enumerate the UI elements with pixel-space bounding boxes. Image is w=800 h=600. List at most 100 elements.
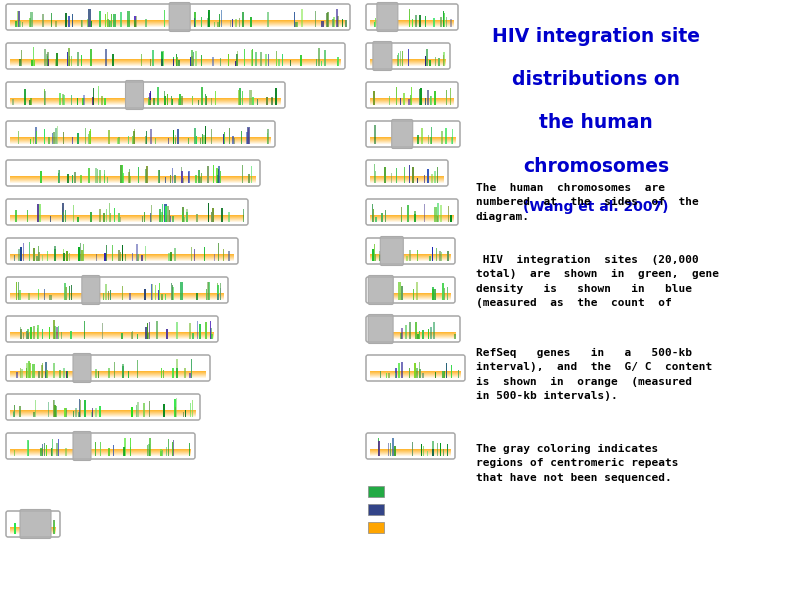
Bar: [370, 258, 451, 259]
Bar: [424, 205, 425, 222]
Bar: [46, 370, 48, 378]
FancyBboxPatch shape: [366, 199, 458, 225]
Bar: [198, 170, 200, 183]
Bar: [10, 336, 214, 337]
FancyBboxPatch shape: [6, 433, 195, 459]
Bar: [368, 486, 384, 497]
Bar: [370, 27, 454, 28]
Bar: [434, 322, 435, 339]
Bar: [388, 443, 389, 456]
Bar: [30, 98, 32, 105]
Bar: [370, 183, 444, 184]
Bar: [370, 215, 454, 216]
Bar: [54, 406, 55, 417]
Bar: [172, 442, 173, 456]
Bar: [370, 453, 451, 454]
Bar: [110, 290, 111, 300]
Bar: [324, 50, 326, 66]
Bar: [398, 53, 399, 66]
Bar: [228, 212, 230, 222]
Bar: [159, 209, 161, 222]
Bar: [370, 142, 456, 143]
Bar: [26, 440, 29, 456]
Bar: [244, 49, 245, 66]
Bar: [13, 411, 14, 417]
Bar: [150, 284, 152, 300]
Bar: [290, 60, 291, 66]
FancyBboxPatch shape: [6, 82, 285, 108]
FancyBboxPatch shape: [170, 2, 190, 31]
Bar: [194, 12, 196, 27]
Bar: [370, 103, 454, 104]
FancyBboxPatch shape: [20, 509, 51, 539]
Bar: [138, 403, 139, 417]
Bar: [195, 136, 197, 144]
Bar: [236, 55, 238, 66]
Bar: [413, 289, 414, 300]
Bar: [149, 100, 150, 105]
Bar: [10, 220, 244, 221]
Bar: [10, 98, 281, 99]
Bar: [166, 94, 168, 105]
Bar: [20, 327, 22, 339]
Bar: [42, 445, 43, 456]
Bar: [101, 96, 103, 105]
Bar: [251, 50, 252, 66]
Bar: [370, 217, 454, 218]
Bar: [150, 212, 151, 222]
Bar: [318, 48, 320, 66]
Bar: [378, 251, 381, 261]
Bar: [66, 287, 67, 300]
Bar: [10, 178, 256, 179]
Bar: [102, 323, 103, 339]
Bar: [370, 337, 456, 338]
Bar: [400, 51, 402, 66]
Bar: [228, 54, 230, 66]
Bar: [107, 19, 109, 27]
Bar: [386, 373, 387, 378]
FancyBboxPatch shape: [73, 431, 91, 461]
Bar: [431, 173, 433, 183]
Bar: [370, 372, 461, 373]
FancyBboxPatch shape: [373, 41, 392, 70]
Bar: [10, 450, 191, 451]
Bar: [370, 60, 446, 61]
Bar: [370, 300, 451, 301]
Bar: [58, 94, 61, 105]
Bar: [332, 19, 334, 27]
Bar: [50, 13, 51, 27]
Bar: [50, 295, 51, 300]
Bar: [370, 102, 454, 103]
Bar: [276, 50, 278, 66]
Bar: [10, 64, 341, 65]
Bar: [370, 257, 451, 258]
Bar: [10, 218, 244, 219]
Bar: [205, 94, 206, 105]
Bar: [392, 438, 394, 456]
Bar: [294, 13, 295, 27]
Bar: [69, 286, 70, 300]
Bar: [370, 181, 444, 182]
Bar: [218, 169, 219, 183]
Bar: [206, 289, 207, 300]
Bar: [81, 250, 83, 261]
Bar: [114, 208, 115, 222]
Bar: [316, 59, 317, 66]
Bar: [19, 406, 21, 417]
Bar: [143, 403, 145, 417]
Bar: [224, 132, 226, 144]
Bar: [73, 205, 74, 222]
Bar: [208, 12, 210, 27]
Bar: [84, 321, 85, 339]
Bar: [90, 49, 92, 66]
Bar: [432, 440, 434, 456]
Bar: [246, 133, 248, 144]
Bar: [422, 128, 423, 144]
Bar: [121, 11, 122, 27]
FancyBboxPatch shape: [380, 236, 403, 265]
Bar: [40, 448, 42, 456]
Bar: [370, 298, 451, 299]
Bar: [100, 442, 101, 456]
Bar: [46, 53, 48, 66]
Bar: [68, 16, 70, 27]
